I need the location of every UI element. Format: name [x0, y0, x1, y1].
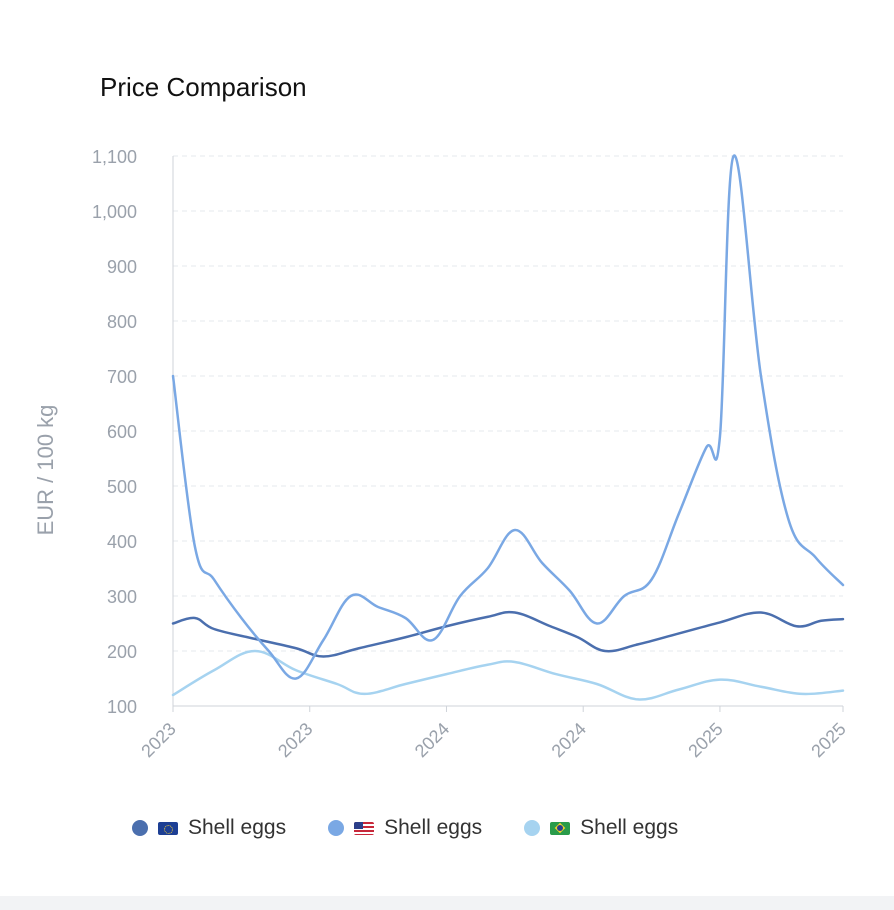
legend-item-eu[interactable]: Shell eggs: [132, 816, 286, 840]
x-tick-label: 2025: [807, 719, 849, 761]
series-line-eu: [171, 610, 845, 658]
y-tick-label: 700: [107, 367, 137, 387]
legend-label: Shell eggs: [580, 816, 679, 839]
grid-lines: [173, 155, 843, 652]
y-tick-label: 400: [107, 532, 137, 552]
x-tick-label: 2025: [684, 719, 726, 761]
legend-label: Shell eggs: [384, 816, 483, 839]
legend-item-br[interactable]: Shell eggs: [524, 816, 678, 840]
series-color-dot: [132, 820, 148, 836]
y-tick-label: 500: [107, 477, 137, 497]
y-tick-labels: 100 200 300 400 500 600 700 800 900 1,000 1,100: [92, 147, 137, 717]
us-flag-icon: [354, 821, 375, 835]
series-color-dot: [328, 820, 345, 836]
y-tick-label: 100: [107, 697, 137, 717]
chart-title: Price Comparison: [100, 72, 307, 102]
eu-flag-icon: [158, 821, 178, 835]
series-line-br: [171, 649, 845, 701]
axes: [172, 156, 844, 712]
legend-label: Shell eggs: [188, 816, 287, 839]
legend: Shell eggs Shell eggs Shell eggs: [132, 816, 678, 840]
y-tick-label: 300: [107, 587, 137, 607]
y-tick-label: 600: [107, 422, 137, 442]
y-tick-label: 1,000: [92, 202, 137, 222]
y-tick-label: 900: [107, 257, 137, 277]
legend-item-us[interactable]: Shell eggs: [328, 816, 482, 840]
x-tick-labels: 2023 2023 2024 2024 2025 2025: [137, 719, 849, 761]
series-color-dot: [524, 820, 541, 836]
series-line-us: [171, 154, 845, 680]
y-tick-label: 200: [107, 642, 137, 662]
x-tick-label: 2024: [548, 719, 590, 761]
page-footer-strip: [0, 896, 894, 910]
y-tick-label: 800: [107, 312, 137, 332]
x-tick-label: 2024: [411, 719, 453, 761]
series-lines: [171, 154, 845, 701]
line-chart: 100 200 300 400 500 600 700 800 900 1,000 1,100 20…: [92, 147, 850, 761]
x-tick-label: 2023: [274, 719, 316, 761]
x-tick-label: 2023: [137, 719, 179, 761]
y-tick-label: 1,100: [92, 147, 137, 167]
br-flag-icon: [550, 821, 571, 835]
